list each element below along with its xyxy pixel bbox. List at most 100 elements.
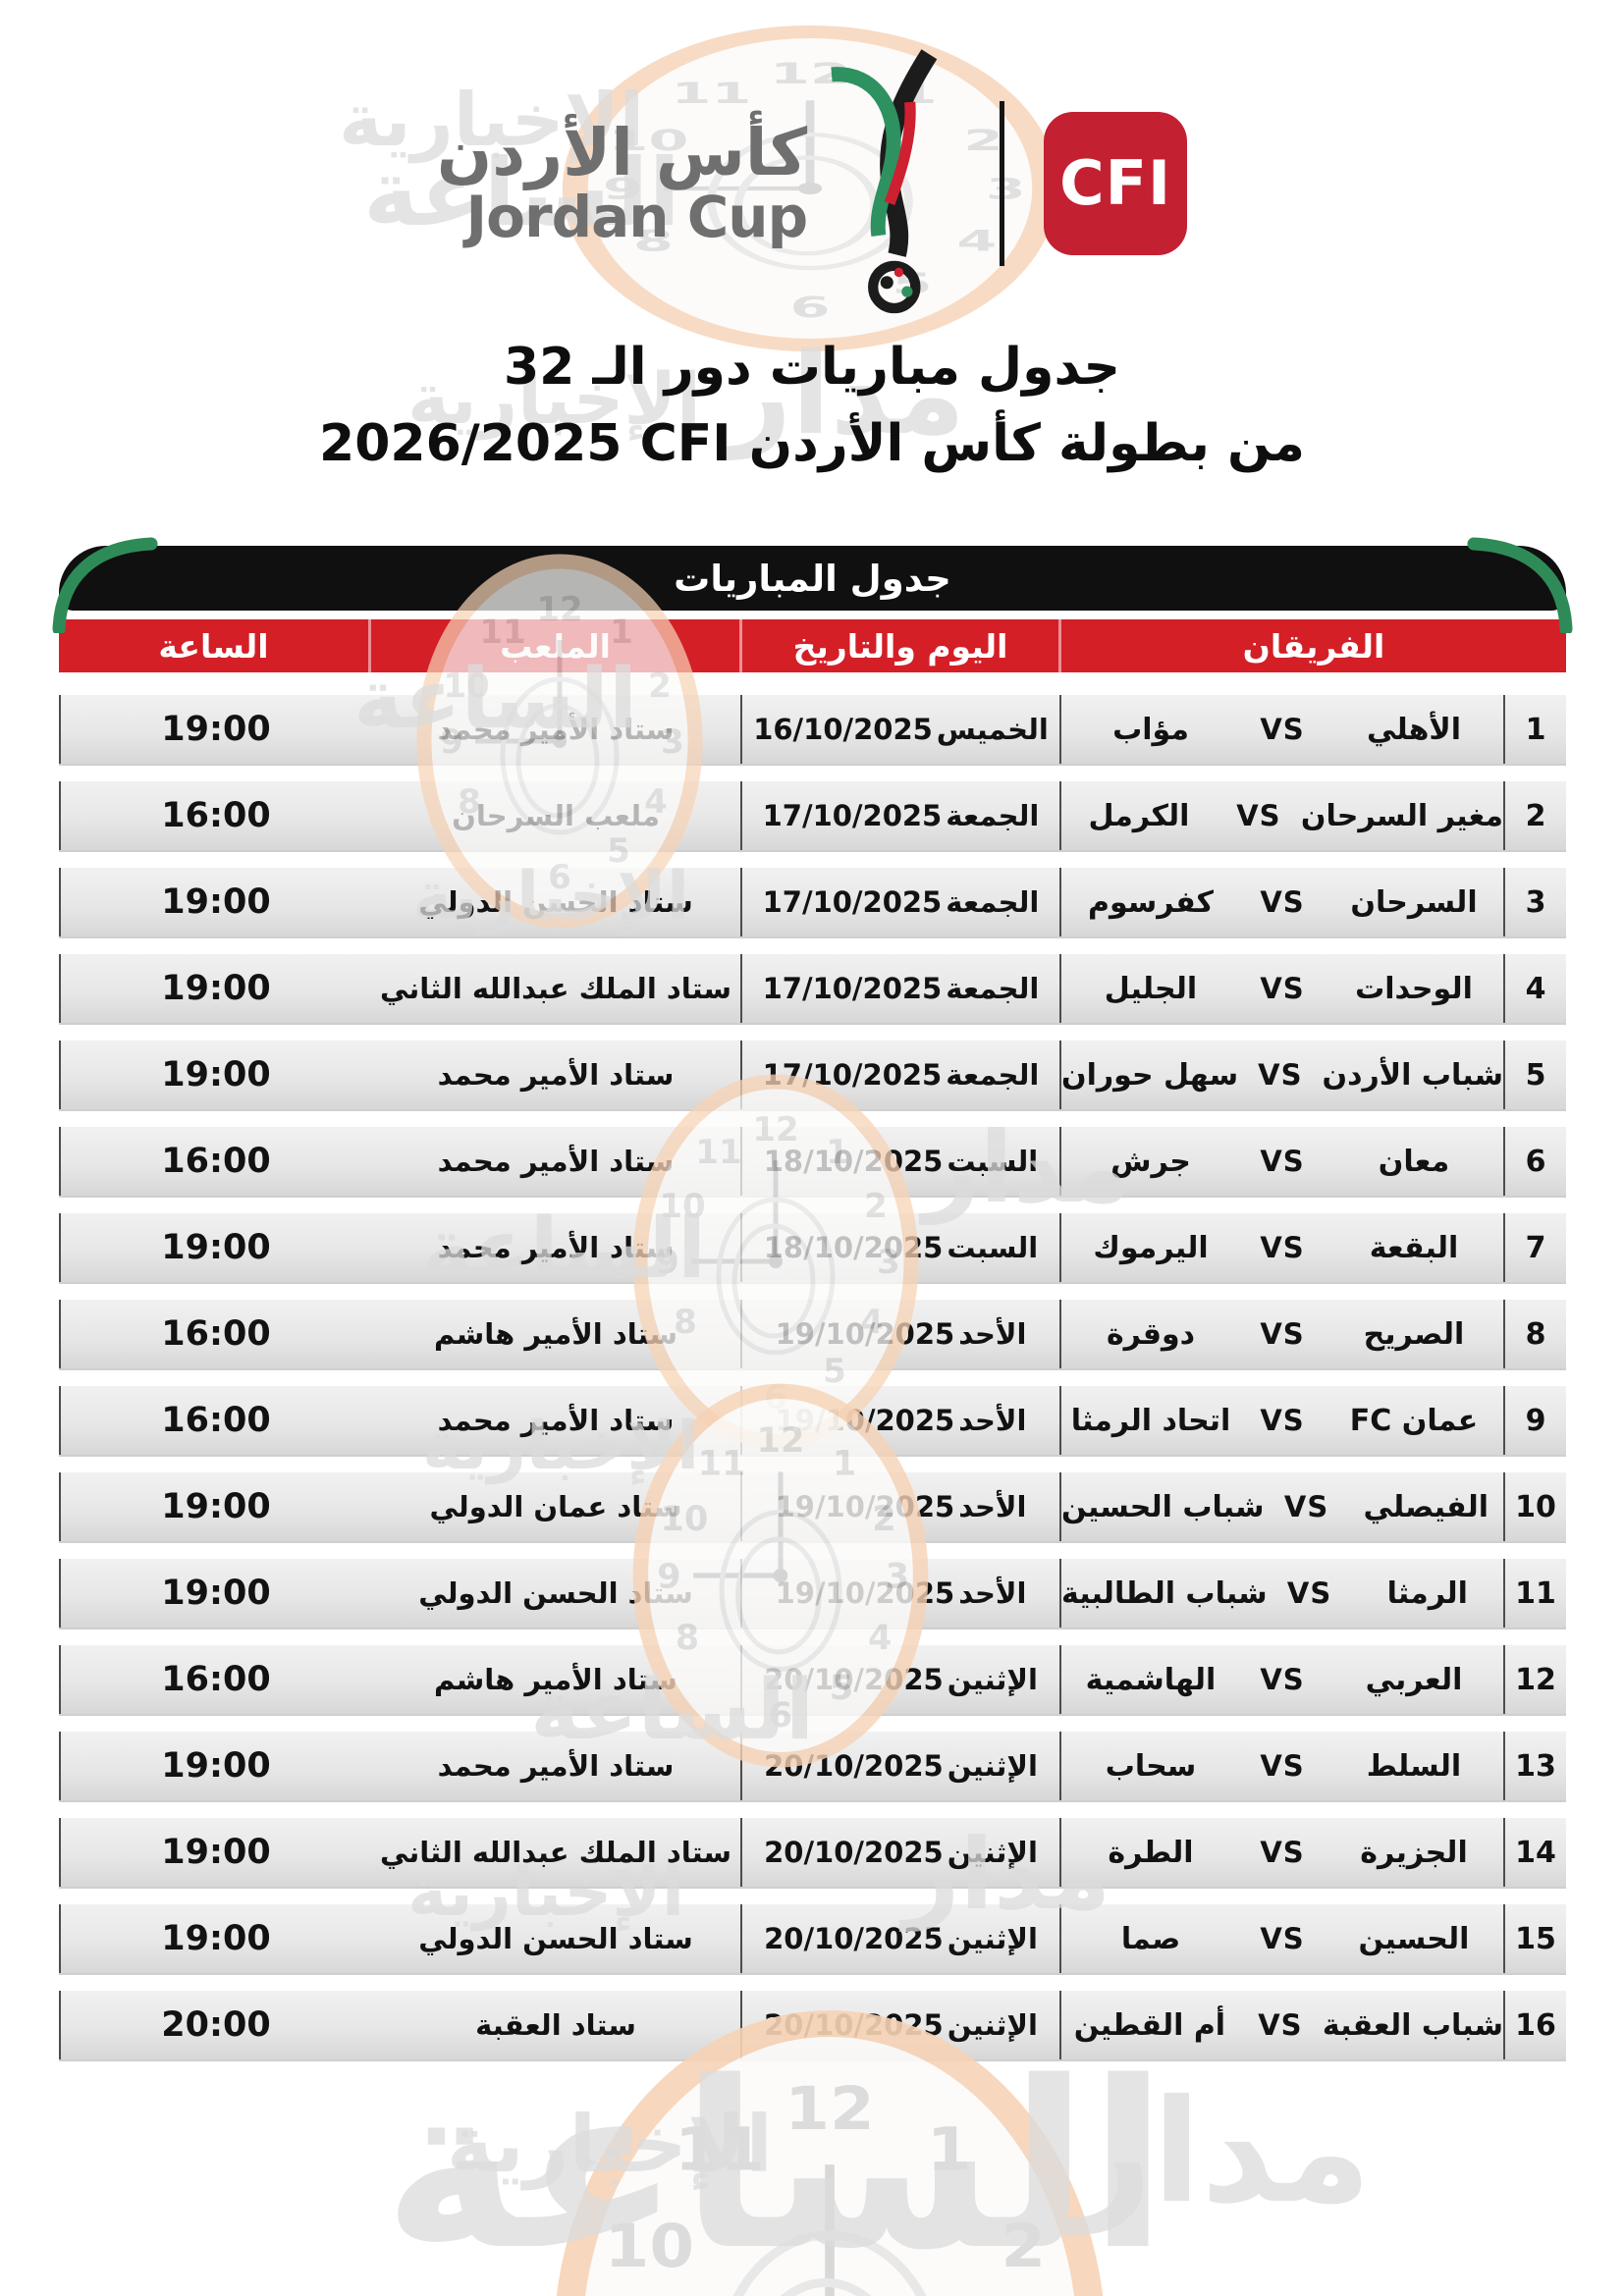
table-row: 12 العربي VS الهاشمية الإثنين 20/10/2025… xyxy=(59,1645,1566,1716)
header-logos: كأس الأردن Jordan Cup CFI xyxy=(0,0,1624,323)
table-header-row: الفريقان اليوم والتاريخ الملعب الساعة xyxy=(59,619,1566,672)
time-cell: 20:00 xyxy=(59,1991,371,2059)
away-team: جرش xyxy=(1110,1144,1191,1179)
header-datetime: اليوم والتاريخ xyxy=(742,619,1061,672)
day-name: الإثنين xyxy=(947,1836,1038,1869)
day-name: الإثنين xyxy=(947,2008,1038,2042)
stadium-cell: ستاد الأمير محمد xyxy=(371,695,742,764)
date-cell: الجمعة 17/10/2025 xyxy=(742,868,1061,936)
match-number: 16 xyxy=(1515,2007,1556,2043)
day-name: السبت xyxy=(947,1231,1039,1264)
home-team: الفيصلي xyxy=(1363,1489,1489,1524)
vs-label: VS xyxy=(1260,1231,1305,1264)
away-team: دوقرة xyxy=(1106,1316,1196,1352)
table-row: 14 الجزيرة VS الطرة الإثنين 20/10/2025 س… xyxy=(59,1818,1566,1889)
day-name: الإثنين xyxy=(947,1749,1038,1783)
match-date: 16/10/2025 xyxy=(753,713,933,746)
day-name: الأحد xyxy=(958,1576,1027,1610)
jordan-cup-arabic-label: كأس الأردن xyxy=(436,115,808,191)
time-cell: 19:00 xyxy=(59,695,371,764)
day-name: السبت xyxy=(947,1145,1039,1178)
day-name: الجمعة xyxy=(946,1058,1040,1092)
away-team: الهاشمية xyxy=(1085,1662,1217,1697)
time-cell: 19:00 xyxy=(59,868,371,936)
match-number: 6 xyxy=(1525,1144,1546,1179)
day-name: الإثنين xyxy=(947,1663,1038,1696)
away-team: اليرموك xyxy=(1093,1230,1209,1265)
teams-cell: مغير السرحان VS الكرمل xyxy=(1061,781,1505,850)
date-cell: الأحد 19/10/2025 xyxy=(742,1472,1061,1541)
table-row: 4 الوحدات VS الجليل الجمعة 17/10/2025 ست… xyxy=(59,954,1566,1025)
teams-cell: الحسين VS صما xyxy=(1061,1904,1505,1973)
teams-cell: الوحدات VS الجليل xyxy=(1061,954,1505,1023)
date-cell: الأحد 19/10/2025 xyxy=(742,1386,1061,1455)
header-teams: الفريقان xyxy=(1242,626,1385,666)
date-cell: الخميس 16/10/2025 xyxy=(742,695,1061,764)
match-date: 17/10/2025 xyxy=(762,972,943,1005)
stadium-cell: ستاد الحسن الدولي xyxy=(371,868,742,936)
watermark-word: الإخبارية xyxy=(447,2099,773,2190)
page-title-line2: من بطولة كأس الأردن 2026/2025 CFI xyxy=(0,413,1624,474)
watermark-word: مدار xyxy=(1070,2069,1372,2235)
match-number: 7 xyxy=(1525,1230,1546,1265)
vs-label: VS xyxy=(1283,1490,1329,1523)
away-team: شباب الحسين xyxy=(1061,1489,1265,1524)
day-name: الخميس xyxy=(936,713,1049,746)
stadium-cell: ستاد الملك عبدالله الثاني xyxy=(371,1818,742,1887)
date-cell: الجمعة 17/10/2025 xyxy=(742,954,1061,1023)
time-cell: 19:00 xyxy=(59,1472,371,1541)
jordan-cup-wordmark: كأس الأردن Jordan Cup xyxy=(436,115,809,250)
match-number: 13 xyxy=(1515,1748,1556,1784)
stadium-cell: ستاد الملك عبدالله الثاني xyxy=(371,954,742,1023)
teams-cell: الرمثا VS شباب الطالبية xyxy=(1061,1559,1505,1628)
match-date: 18/10/2025 xyxy=(763,1231,944,1264)
day-name: الأحد xyxy=(958,1490,1027,1523)
day-name: الجمعة xyxy=(946,885,1040,919)
match-number: 12 xyxy=(1515,1662,1556,1697)
home-team: الحسين xyxy=(1358,1921,1470,1956)
teams-cell: عمان FC VS اتحاد الرمثا xyxy=(1061,1386,1505,1455)
time-cell: 19:00 xyxy=(59,1559,371,1628)
home-team: الجزيرة xyxy=(1360,1835,1468,1870)
teams-cell: السرحان VS كفرسوم xyxy=(1061,868,1505,936)
jordan-cup-english-label: Jordan Cup xyxy=(465,183,809,250)
rows-container: 1 الأهلي VS مؤاب الخميس 16/10/2025 ستاد … xyxy=(59,695,1566,2061)
date-cell: الإثنين 20/10/2025 xyxy=(742,1904,1061,1973)
time-cell: 19:00 xyxy=(59,1732,371,1800)
day-name: الجمعة xyxy=(946,972,1040,1005)
vs-label: VS xyxy=(1260,1749,1305,1783)
stadium-cell: ستاد الأمير محمد xyxy=(371,1213,742,1282)
home-team: السلط xyxy=(1366,1748,1462,1784)
time-cell: 19:00 xyxy=(59,1213,371,1282)
home-team: البقعة xyxy=(1369,1230,1459,1265)
table-row: 9 عمان FC VS اتحاد الرمثا الأحد 19/10/20… xyxy=(59,1386,1566,1457)
home-team: الأهلي xyxy=(1366,712,1462,747)
stadium-cell: ستاد الأمير هاشم xyxy=(371,1300,742,1368)
table-row: 3 السرحان VS كفرسوم الجمعة 17/10/2025 ست… xyxy=(59,868,1566,938)
stadium-cell: ستاد الأمير محمد xyxy=(371,1386,742,1455)
vs-label: VS xyxy=(1258,2008,1303,2042)
home-team: الوحدات xyxy=(1355,971,1473,1006)
table-row: 5 شباب الأردن VS سهل حوران الجمعة 17/10/… xyxy=(59,1041,1566,1111)
table-row: 2 مغير السرحان VS الكرمل الجمعة 17/10/20… xyxy=(59,781,1566,852)
match-number: 3 xyxy=(1525,884,1546,920)
day-name: الأحد xyxy=(958,1317,1027,1351)
home-team: الرمثا xyxy=(1386,1575,1468,1611)
away-team: الجليل xyxy=(1104,971,1198,1006)
stadium-cell: ملعب السرحان xyxy=(371,781,742,850)
home-team: العربي xyxy=(1365,1662,1463,1697)
away-team: سهل حوران xyxy=(1061,1057,1239,1093)
time-cell: 16:00 xyxy=(59,1300,371,1368)
match-date: 19/10/2025 xyxy=(775,1317,955,1351)
match-number: 14 xyxy=(1515,1835,1556,1870)
jordan-cup-trophy-icon xyxy=(831,49,938,314)
date-cell: الأحد 19/10/2025 xyxy=(742,1300,1061,1368)
title-block: جدول مباريات دور الـ 32 من بطولة كأس الأ… xyxy=(0,337,1624,475)
vs-label: VS xyxy=(1286,1576,1332,1610)
time-cell: 16:00 xyxy=(59,781,371,850)
home-team: معان xyxy=(1378,1144,1450,1179)
stadium-cell: ستاد عمان الدولي xyxy=(371,1472,742,1541)
stadium-cell: ستاد الحسن الدولي xyxy=(371,1559,742,1628)
match-number: 2 xyxy=(1525,798,1546,833)
home-team: شباب الأردن xyxy=(1322,1057,1504,1093)
